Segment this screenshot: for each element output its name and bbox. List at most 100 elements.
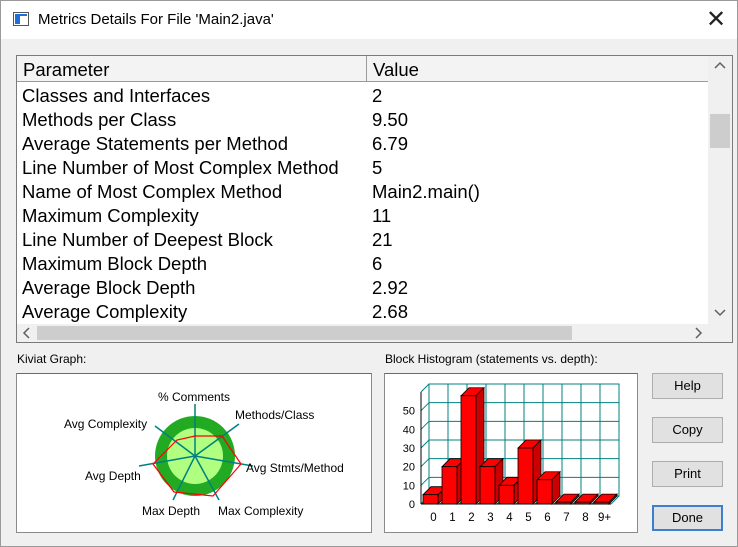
table-row[interactable]: Line Number of Most Complex Method 5: [17, 156, 708, 180]
copy-button[interactable]: Copy: [652, 417, 723, 443]
parameter-cell: Name of Most Complex Method: [22, 181, 283, 202]
histogram-bar: [555, 501, 572, 505]
kiviat-axis-comments: % Comments: [158, 390, 230, 404]
histogram-grid-line: [420, 458, 430, 468]
histogram-bar: [536, 479, 553, 505]
scrollbar-corner: [708, 324, 732, 342]
parameter-cell: Maximum Block Depth: [22, 253, 208, 274]
metrics-table[interactable]: Parameter Value Classes and Interfaces 2 M…: [16, 55, 733, 343]
print-button[interactable]: Print: [652, 461, 723, 487]
done-button[interactable]: Done: [652, 505, 723, 531]
histogram-bar: [517, 447, 534, 505]
table-row[interactable]: Average Block Depth 2.92: [17, 276, 708, 300]
value-cell: 21: [372, 229, 393, 250]
parameter-cell: Maximum Complexity: [22, 205, 199, 226]
histogram-bar: [441, 466, 458, 505]
column-header-parameter[interactable]: Parameter: [17, 56, 367, 82]
table-body: Classes and Interfaces 2 Methods per Class…: [17, 84, 708, 324]
value-cell: 2.68: [372, 301, 409, 322]
block-histogram: 0 10 20 30 40 50 0 1 2 3 4 5 6 7 8 9+: [403, 383, 620, 524]
scroll-left-icon[interactable]: [17, 324, 35, 342]
histogram-x-tick-label: 0: [430, 512, 436, 524]
histogram-label: Block Histogram (statements vs. depth):: [385, 352, 598, 366]
histogram-bar: [422, 494, 439, 505]
histogram-x-tick-label: 4: [506, 512, 513, 524]
kiviat-axis-max-complexity: Max Complexity: [218, 504, 303, 518]
histogram-grid-line: [420, 476, 430, 486]
parameter-cell: Classes and Interfaces: [22, 85, 211, 106]
table-row[interactable]: Line Number of Deepest Block 21: [17, 228, 708, 252]
scroll-up-icon[interactable]: [708, 56, 732, 74]
kiviat-polygon: [152, 435, 242, 497]
horizontal-scroll-thumb[interactable]: [37, 326, 572, 340]
histogram-y-tick-label: 20: [403, 462, 415, 474]
parameter-cell: Methods per Class: [22, 109, 177, 130]
kiviat-axis-avg-depth: Avg Depth: [85, 469, 141, 483]
histogram-x-tick-label: 6: [544, 512, 550, 524]
histogram-grid-line: [610, 495, 620, 505]
value-cell: 2.92: [372, 277, 409, 298]
table-header: Parameter Value: [17, 56, 708, 82]
histogram-x-tick-label: 1: [449, 512, 455, 524]
value-cell: 9.50: [372, 109, 409, 130]
table-row[interactable]: Average Complexity 2.68: [17, 300, 708, 324]
value-cell: 2: [372, 85, 383, 106]
histogram-panel: 0 10 20 30 40 50 0 1 2 3 4 5 6 7 8 9+: [384, 373, 638, 533]
table-row[interactable]: Average Statements per Method 6.79: [17, 132, 708, 156]
scroll-right-icon[interactable]: [690, 324, 708, 342]
window-title: Metrics Details For File 'Main2.java': [38, 11, 274, 28]
kiviat-label: Kiviat Graph:: [17, 352, 87, 366]
table-row[interactable]: Maximum Block Depth 6: [17, 252, 708, 276]
histogram-x-tick-label: 5: [525, 512, 531, 524]
histogram-x-tick-label: 7: [563, 512, 569, 524]
table-row[interactable]: Classes and Interfaces 2: [17, 84, 708, 108]
histogram-bar: [460, 395, 477, 505]
histogram-y-tick-label: 30: [403, 443, 415, 455]
histogram-x-tick-label: 9+: [598, 512, 611, 524]
histogram-bar: [479, 466, 496, 505]
histogram-bar: [593, 501, 610, 505]
histogram-grid-line: [420, 383, 430, 393]
scroll-down-icon[interactable]: [708, 304, 732, 322]
histogram-bar: [498, 484, 515, 505]
histogram-y-tick-label: 10: [403, 480, 415, 492]
kiviat-graph: % Comments Methods/Class Avg Stmts/Metho…: [64, 390, 344, 518]
histogram-grid-line: [420, 420, 430, 430]
value-cell: 6: [372, 253, 383, 274]
parameter-cell: Line Number of Deepest Block: [22, 229, 273, 250]
parameter-cell: Average Statements per Method: [22, 133, 289, 154]
histogram-y-tick-label: 40: [403, 424, 415, 436]
kiviat-panel: % Comments Methods/Class Avg Stmts/Metho…: [16, 373, 372, 533]
help-button[interactable]: Help: [652, 373, 723, 399]
histogram-bar: [574, 501, 591, 505]
value-cell: 11: [372, 205, 392, 226]
kiviat-axis-max-depth: Max Depth: [142, 504, 200, 518]
kiviat-axis-methods-class: Methods/Class: [235, 408, 314, 422]
kiviat-axis-avg-stmts: Avg Stmts/Method: [246, 461, 344, 475]
value-cell: 6.79: [372, 133, 409, 154]
column-header-value[interactable]: Value: [373, 59, 419, 80]
kiviat-axes: [138, 404, 254, 501]
horizontal-scrollbar[interactable]: [17, 324, 708, 342]
histogram-grid-line: [420, 439, 430, 449]
value-cell: 5: [372, 157, 383, 178]
table-row[interactable]: Methods per Class 9.50: [17, 108, 708, 132]
parameter-cell: Line Number of Most Complex Method: [22, 157, 339, 178]
histogram-x-tick-label: 3: [487, 512, 493, 524]
histogram-x-tick-label: 2: [468, 512, 474, 524]
title-bar: Metrics Details For File 'Main2.java' ✕: [1, 1, 737, 39]
close-icon[interactable]: ✕: [705, 5, 727, 33]
histogram-x-tick-label: 8: [582, 512, 588, 524]
app-icon: [13, 12, 29, 26]
kiviat-axis-avg-complexity: Avg Complexity: [64, 417, 147, 431]
histogram-y-tick-label: 50: [403, 406, 415, 418]
table-row[interactable]: Maximum Complexity 11: [17, 204, 708, 228]
parameter-cell: Average Complexity: [22, 301, 188, 322]
histogram-y-tick-label: 0: [409, 499, 415, 511]
value-cell: Main2.main(): [372, 181, 480, 202]
table-row[interactable]: Name of Most Complex Method Main2.main(): [17, 180, 708, 204]
vertical-scrollbar[interactable]: [708, 56, 732, 324]
vertical-scroll-thumb[interactable]: [710, 114, 730, 148]
parameter-cell: Average Block Depth: [22, 277, 196, 298]
